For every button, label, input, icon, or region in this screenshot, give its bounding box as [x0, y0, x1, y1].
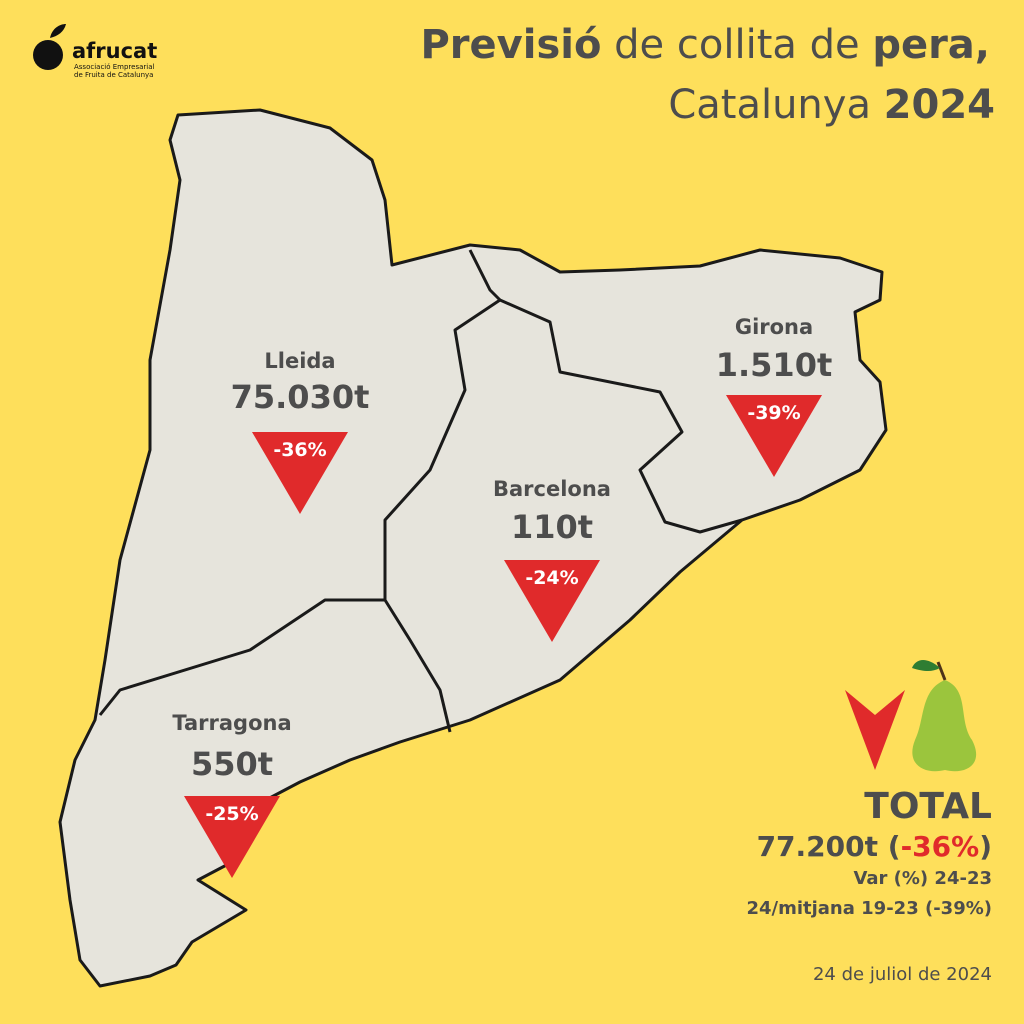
- down-triangle: [726, 395, 822, 477]
- title-part: 2024: [884, 82, 995, 128]
- region-harvest: 110t: [511, 508, 593, 546]
- logo-subtitle: de Fruita de Catalunya: [74, 71, 153, 79]
- logo-subtitle: Associació Empresarial: [74, 63, 155, 71]
- title-part: Catalunya: [668, 82, 883, 128]
- region-name: Barcelona: [493, 477, 611, 501]
- down-triangle: [184, 796, 280, 878]
- logo-leaf: [50, 24, 66, 38]
- region-harvest: 75.030t: [231, 378, 370, 416]
- logo-icon: [33, 40, 63, 70]
- map: [58, 108, 888, 988]
- title-part: Previsió: [420, 22, 601, 68]
- region-harvest: 1.510t: [716, 346, 833, 384]
- region-change: -36%: [273, 439, 326, 461]
- total-change: -36%: [901, 830, 980, 863]
- total-note: 24/mitjana 19-23 (-39%): [746, 898, 992, 919]
- catalonia-outline: [58, 108, 888, 988]
- date: 24 de juliol de 2024: [813, 964, 992, 985]
- region-change: -24%: [525, 567, 578, 589]
- region-change: -25%: [205, 803, 258, 825]
- total-amount-text: 77.200t (: [757, 830, 901, 863]
- region-harvest: 550t: [191, 745, 273, 783]
- region-labels: Lleida 75.030t -36% Girona 1.510t -39% Barcelo…: [172, 315, 832, 878]
- pear-stem: [936, 661, 947, 681]
- down-triangle: [252, 432, 348, 514]
- logo-name: afrucat: [72, 39, 157, 63]
- region-border: [499, 298, 743, 534]
- pear-icon: [912, 680, 977, 772]
- region-name: Tarragona: [172, 711, 291, 735]
- down-arrow-icon: [845, 690, 905, 770]
- region-border: [383, 599, 452, 733]
- region-name: Lleida: [264, 349, 335, 373]
- total-icons: [845, 660, 977, 772]
- total-close: ): [979, 830, 992, 863]
- title-part: pera,: [872, 22, 990, 68]
- title: Previsió de collita de pera,: [420, 22, 990, 68]
- region-border: [98, 249, 502, 716]
- region-change: -39%: [747, 402, 800, 424]
- pear-leaf: [912, 660, 940, 671]
- region-name: Girona: [735, 315, 813, 339]
- total-label: TOTAL: [864, 786, 992, 827]
- title-part: de collita de: [601, 22, 872, 68]
- down-triangle: [504, 560, 600, 642]
- logo: afrucat Associació Empresarial de Fruita…: [33, 24, 157, 79]
- title: Catalunya 2024: [668, 82, 995, 128]
- total-amount: 77.200t (-36%): [757, 830, 992, 863]
- total-note: Var (%) 24-23: [853, 868, 992, 889]
